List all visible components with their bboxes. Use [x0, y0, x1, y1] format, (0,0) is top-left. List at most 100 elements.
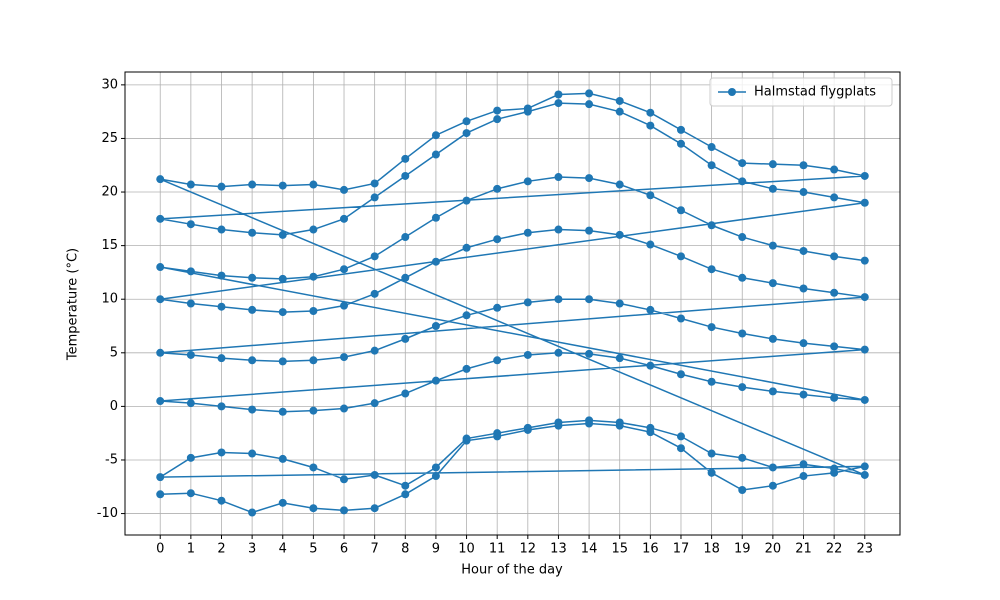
- data-point: [156, 214, 165, 223]
- data-point: [860, 293, 869, 302]
- data-point: [462, 117, 471, 126]
- data-point: [738, 453, 747, 462]
- data-point: [493, 235, 502, 244]
- data-point: [554, 295, 563, 304]
- data-point: [431, 376, 440, 385]
- data-point: [186, 489, 195, 498]
- data-point: [309, 406, 318, 415]
- data-point: [523, 350, 532, 359]
- data-point: [646, 121, 655, 130]
- data-point: [676, 370, 685, 379]
- data-point: [156, 490, 165, 499]
- data-point: [554, 99, 563, 108]
- data-point: [554, 90, 563, 99]
- data-point: [768, 184, 777, 193]
- data-point: [676, 432, 685, 441]
- data-point: [278, 407, 287, 416]
- data-point: [738, 329, 747, 338]
- data-point: [523, 107, 532, 116]
- data-point: [768, 334, 777, 343]
- x-tick-label: 19: [734, 542, 751, 557]
- x-tick-label: 21: [795, 542, 812, 557]
- data-point: [860, 395, 869, 404]
- data-point: [401, 334, 410, 343]
- x-tick-label: 16: [642, 542, 659, 557]
- data-point: [431, 131, 440, 140]
- data-point: [707, 377, 716, 386]
- data-point: [615, 418, 624, 427]
- data-point: [401, 171, 410, 180]
- data-point: [186, 299, 195, 308]
- data-point: [217, 302, 226, 311]
- data-point: [830, 393, 839, 402]
- legend-marker: [728, 88, 736, 96]
- data-point: [493, 115, 502, 124]
- data-point: [830, 288, 839, 297]
- data-point: [615, 354, 624, 363]
- data-point: [799, 472, 808, 481]
- data-point: [401, 389, 410, 398]
- data-point: [217, 402, 226, 411]
- data-point: [462, 196, 471, 205]
- x-tick-label: 17: [673, 542, 690, 557]
- data-point: [523, 228, 532, 237]
- y-axis-label: Temperature (°C): [66, 248, 81, 361]
- data-point: [340, 214, 349, 223]
- y-tick-label: 5: [110, 345, 118, 360]
- y-tick-label: 30: [101, 77, 118, 92]
- x-tick-label: 10: [458, 542, 475, 557]
- data-point: [523, 298, 532, 307]
- data-point: [707, 449, 716, 458]
- data-point: [156, 473, 165, 482]
- data-point: [217, 354, 226, 363]
- data-point: [738, 273, 747, 282]
- x-tick-label: 11: [489, 542, 506, 557]
- data-point: [799, 246, 808, 255]
- data-point: [156, 263, 165, 272]
- data-point: [340, 404, 349, 413]
- data-point: [860, 198, 869, 207]
- data-point: [217, 448, 226, 457]
- x-tick-label: 12: [520, 542, 537, 557]
- data-point: [830, 464, 839, 473]
- data-point: [248, 508, 257, 517]
- data-point: [554, 225, 563, 234]
- data-point: [707, 265, 716, 274]
- data-point: [799, 460, 808, 469]
- y-tick-label: 25: [101, 131, 118, 146]
- data-point: [585, 349, 594, 358]
- data-point: [799, 161, 808, 170]
- data-point: [278, 498, 287, 507]
- data-point: [738, 177, 747, 186]
- data-point: [768, 279, 777, 288]
- data-point: [554, 173, 563, 182]
- x-tick-label: 14: [581, 542, 598, 557]
- y-tick-label: -10: [97, 506, 118, 521]
- data-point: [248, 180, 257, 189]
- data-point: [370, 346, 379, 355]
- data-point: [799, 284, 808, 293]
- data-point: [707, 161, 716, 170]
- data-point: [799, 188, 808, 197]
- legend: Halmstad flygplats: [709, 77, 893, 107]
- data-point: [860, 462, 869, 471]
- x-tick-label: 5: [309, 542, 317, 557]
- x-tick-label: 13: [550, 542, 567, 557]
- data-point: [768, 241, 777, 250]
- data-point: [156, 175, 165, 184]
- data-point: [217, 182, 226, 191]
- data-point: [615, 96, 624, 105]
- data-point: [278, 181, 287, 190]
- data-point: [278, 308, 287, 317]
- data-point: [431, 472, 440, 481]
- x-tick-label: 6: [340, 542, 348, 557]
- data-point: [585, 100, 594, 109]
- data-point: [370, 193, 379, 202]
- data-point: [156, 295, 165, 304]
- data-point: [768, 160, 777, 169]
- data-point: [186, 453, 195, 462]
- data-point: [646, 191, 655, 200]
- data-point: [431, 322, 440, 331]
- data-point: [186, 180, 195, 189]
